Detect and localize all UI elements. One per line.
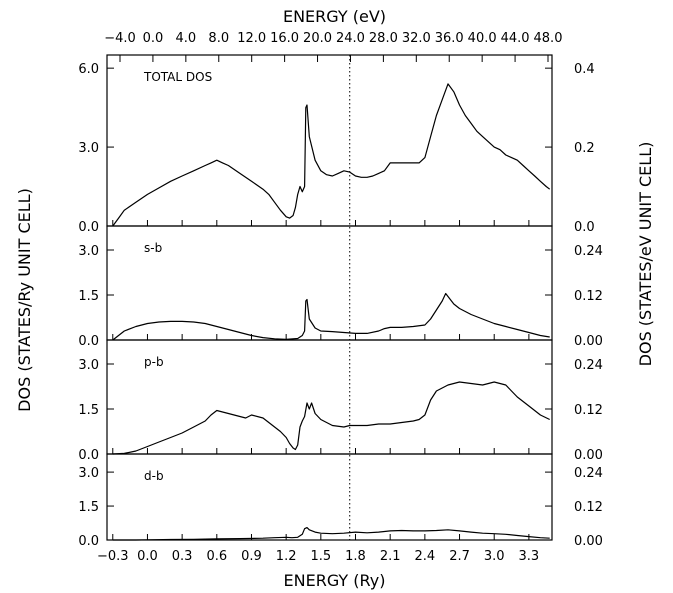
x-top-tick-label: −4.0: [104, 31, 136, 46]
x-top-tick-label: 44.0: [501, 31, 530, 46]
panel-label: TOTAL DOS: [143, 70, 212, 84]
y-tick-label-left: 6.0: [78, 62, 99, 77]
y-tick-label-left: 3.0: [78, 244, 99, 259]
y-axis-title-left: DOS (STATES/Ry UNIT CELL): [15, 188, 34, 412]
y-tick-label-left: 3.0: [78, 141, 99, 156]
panel-frame: [106, 225, 553, 341]
y-tick-label-left: 3.0: [78, 466, 99, 481]
y-tick-label-right: 0.00: [574, 448, 603, 463]
y-tick-label-right: 0.4: [574, 62, 595, 77]
x-top-tick-label: 24.0: [336, 31, 365, 46]
dos-curve: [112, 381, 550, 455]
x-tick-label: 0.3: [172, 549, 193, 564]
x-top-axis-title: ENERGY (eV): [283, 7, 386, 26]
y-tick-label-left: 3.0: [78, 358, 99, 373]
x-top-tick-label: 8.0: [208, 31, 229, 46]
y-tick-label-left: 0.0: [78, 334, 99, 349]
y-tick-label-left: 0.0: [78, 220, 99, 235]
y-tick-label-right: 0.00: [574, 334, 603, 349]
x-axis-title: ENERGY (Ry): [284, 571, 386, 590]
x-tick-label: 0.0: [137, 549, 158, 564]
y-tick-label-right: 0.12: [574, 403, 603, 418]
x-tick-label: 2.1: [380, 549, 401, 564]
y-axis-title-right: DOS (STATES/eV UNIT CELL): [636, 142, 655, 367]
x-tick-label: 2.7: [449, 549, 470, 564]
y-tick-label-right: 0.2: [574, 141, 595, 156]
y-tick-label-left: 1.5: [78, 403, 99, 418]
y-tick-label-left: 0.0: [78, 448, 99, 463]
y-tick-label-left: 1.5: [78, 500, 99, 515]
y-tick-label-right: 0.24: [574, 358, 603, 373]
x-top-tick-label: 16.0: [270, 31, 299, 46]
x-top-tick-label: 12.0: [237, 31, 266, 46]
x-top-tick-label: 36.0: [435, 31, 464, 46]
x-tick-label: 1.8: [345, 549, 366, 564]
y-tick-label-right: 0.0: [574, 220, 595, 235]
x-tick-label: 3.3: [519, 549, 540, 564]
y-tick-label-left: 0.0: [78, 534, 99, 549]
x-top-tick-label: 20.0: [303, 31, 332, 46]
x-top-tick-label: 4.0: [176, 31, 197, 46]
x-tick-label: −0.3: [97, 549, 129, 564]
x-top-tick-label: 32.0: [402, 31, 431, 46]
x-top-tick-label: 48.0: [534, 31, 563, 46]
y-tick-label-left: 1.5: [78, 289, 99, 304]
dos-curve: [112, 292, 550, 341]
x-tick-label: 0.6: [206, 549, 227, 564]
panel-label: s-b: [144, 241, 162, 255]
y-tick-label-right: 0.00: [574, 534, 603, 549]
x-tick-label: 3.0: [484, 549, 505, 564]
panel-label: p-b: [144, 355, 164, 369]
x-tick-label: 0.9: [241, 549, 262, 564]
x-top-tick-label: 28.0: [369, 31, 398, 46]
x-tick-label: 1.5: [310, 549, 331, 564]
y-tick-label-right: 0.24: [574, 466, 603, 481]
x-tick-label: 2.4: [415, 549, 436, 564]
x-top-tick-label: 40.0: [468, 31, 497, 46]
dos-curve: [112, 83, 551, 227]
x-tick-label: 1.2: [276, 549, 297, 564]
panel-label: d-b: [144, 469, 164, 483]
y-tick-label-right: 0.12: [574, 500, 603, 515]
y-tick-label-right: 0.24: [574, 244, 603, 259]
panel-frame: [106, 453, 553, 541]
y-tick-label-right: 0.12: [574, 289, 603, 304]
dos-curve: [112, 527, 550, 541]
x-top-tick-label: 0.0: [143, 31, 164, 46]
